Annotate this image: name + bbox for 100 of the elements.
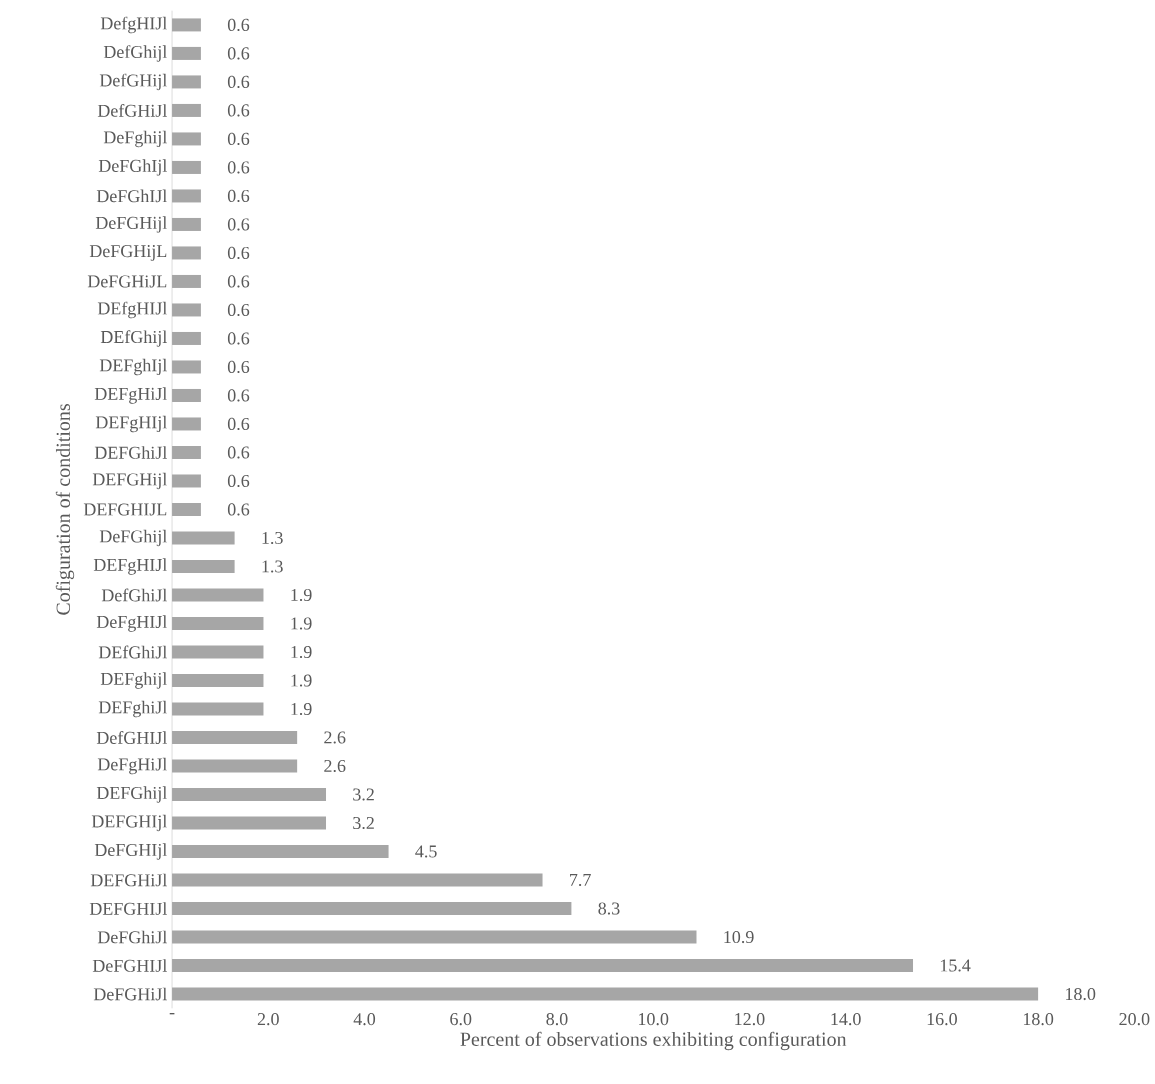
data-label: 0.6 bbox=[227, 417, 250, 430]
data-label: 0.6 bbox=[227, 446, 250, 459]
bar bbox=[172, 901, 572, 915]
bar bbox=[172, 103, 201, 117]
data-label: 0.6 bbox=[227, 275, 250, 288]
y-tick-label: DEFGHIjl bbox=[91, 814, 167, 832]
bar bbox=[172, 388, 201, 402]
data-label: 3.2 bbox=[353, 788, 374, 801]
data-label: 0.6 bbox=[227, 75, 250, 88]
data-label: 0.6 bbox=[227, 389, 250, 402]
data-label: 0.6 bbox=[227, 246, 250, 259]
y-tick-label: DEFGHijl bbox=[92, 472, 167, 489]
data-label: 1.9 bbox=[291, 588, 312, 601]
y-tick-label: DefGHIJl bbox=[96, 730, 167, 744]
data-label: 0.6 bbox=[227, 474, 250, 487]
data-label: 0.6 bbox=[227, 104, 250, 117]
x-tick-label: 18.0 bbox=[1023, 1012, 1054, 1026]
bar bbox=[172, 787, 327, 801]
y-tick-label: DeFGHiJL bbox=[87, 275, 167, 288]
y-tick-label: DEfGhijl bbox=[100, 330, 167, 347]
bar bbox=[172, 160, 201, 174]
y-tick-label: DefGHijl bbox=[99, 73, 167, 91]
data-label: 18.0 bbox=[1066, 987, 1096, 1000]
y-tick-label: DEFghiJl bbox=[98, 700, 167, 718]
bar bbox=[172, 759, 298, 773]
data-label: 0.6 bbox=[227, 132, 250, 145]
bar bbox=[172, 873, 543, 887]
bar bbox=[172, 588, 264, 602]
y-tick-label: DefGhijl bbox=[103, 45, 167, 62]
y-tick-label: DEfGhiJl bbox=[98, 645, 167, 659]
y-tick-label: DEfgHIJl bbox=[97, 301, 167, 319]
data-label: 0.6 bbox=[227, 303, 250, 316]
bar bbox=[172, 445, 201, 459]
data-label: 1.9 bbox=[291, 645, 312, 658]
bar bbox=[172, 958, 914, 972]
data-label: 4.5 bbox=[415, 845, 437, 858]
y-tick-label: DEFghijl bbox=[100, 672, 167, 689]
bar bbox=[172, 189, 201, 203]
data-label: 1.9 bbox=[291, 702, 312, 715]
data-label: 0.6 bbox=[227, 503, 250, 516]
bar bbox=[172, 930, 697, 944]
y-tick-label: DeFgHIJl bbox=[96, 615, 167, 632]
data-label: 1.3 bbox=[262, 531, 283, 544]
bar bbox=[172, 132, 201, 146]
data-label: 1.9 bbox=[291, 674, 312, 687]
x-tick-label: 10.0 bbox=[639, 1012, 669, 1026]
y-tick-label: DEFGhiJl bbox=[94, 445, 167, 459]
bar bbox=[172, 616, 264, 630]
data-label: 0.6 bbox=[227, 360, 250, 373]
x-tick-label: - bbox=[169, 1012, 175, 1015]
data-label: 0.6 bbox=[227, 47, 250, 60]
bar bbox=[172, 274, 201, 288]
y-tick-label: DeFGHIjl bbox=[94, 843, 167, 860]
y-tick-label: DEFgHIjl bbox=[95, 415, 167, 433]
y-tick-label: DeFGHijL bbox=[89, 244, 167, 261]
y-tick-label: DEFgHiJl bbox=[94, 387, 167, 404]
bar bbox=[172, 18, 201, 32]
x-tick-label: 6.0 bbox=[450, 1012, 472, 1026]
data-label: 10.9 bbox=[724, 930, 754, 943]
data-label: 15.4 bbox=[940, 959, 971, 972]
y-tick-label: DeFghijl bbox=[103, 130, 167, 147]
y-tick-label: DeFGhIJl bbox=[96, 189, 167, 203]
bar bbox=[172, 75, 201, 89]
data-label: 2.6 bbox=[324, 759, 346, 772]
y-tick-label: DeFGHijl bbox=[95, 216, 167, 233]
y-tick-label: DeFgHiJl bbox=[97, 757, 167, 775]
bar bbox=[172, 987, 1039, 1001]
y-tick-label: DeFGhiJl bbox=[97, 930, 167, 944]
data-label: 1.9 bbox=[291, 617, 312, 630]
bar bbox=[172, 417, 201, 431]
y-tick-label: DEFGHIJl bbox=[89, 902, 167, 915]
bar bbox=[172, 673, 264, 687]
y-tick-label: DEFGhijl bbox=[96, 786, 167, 803]
data-label: 8.3 bbox=[598, 902, 620, 915]
x-tick-label: 8.0 bbox=[546, 1012, 568, 1026]
bar bbox=[172, 246, 201, 260]
bar bbox=[172, 360, 201, 374]
bar bbox=[172, 559, 235, 573]
x-axis-title: Percent of observations exhibiting configuration bbox=[460, 1031, 847, 1050]
data-label: 0.6 bbox=[227, 218, 250, 231]
y-axis-title: Cofiguration of conditions bbox=[55, 403, 75, 615]
y-tick-label: DEFGHiJl bbox=[90, 873, 167, 887]
bar bbox=[172, 502, 201, 516]
bar bbox=[172, 844, 389, 858]
data-label: 1.3 bbox=[262, 560, 283, 573]
bar bbox=[172, 331, 201, 345]
bar bbox=[172, 730, 298, 744]
y-tick-label: DeFGHIJl bbox=[92, 959, 167, 972]
bar bbox=[172, 816, 327, 830]
bar bbox=[172, 217, 201, 231]
data-label: 7.7 bbox=[570, 873, 591, 886]
bar bbox=[172, 46, 201, 60]
bar bbox=[172, 474, 201, 488]
data-label: 0.6 bbox=[227, 161, 250, 174]
x-tick-label: 2.0 bbox=[257, 1012, 279, 1026]
y-tick-label: DeFGhijl bbox=[99, 529, 167, 546]
data-label: 0.6 bbox=[227, 332, 250, 345]
bar bbox=[172, 645, 264, 659]
y-tick-label: DEFghIjl bbox=[99, 358, 167, 376]
data-label: 0.6 bbox=[227, 18, 250, 31]
